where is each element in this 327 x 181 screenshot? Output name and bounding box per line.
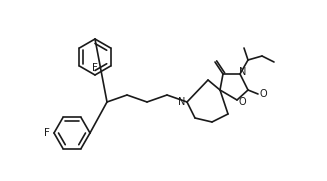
Text: F: F [92,63,98,73]
Text: O: O [259,89,267,99]
Text: N: N [239,67,247,77]
Text: F: F [44,128,50,138]
Text: N: N [178,97,186,107]
Text: O: O [238,97,246,107]
